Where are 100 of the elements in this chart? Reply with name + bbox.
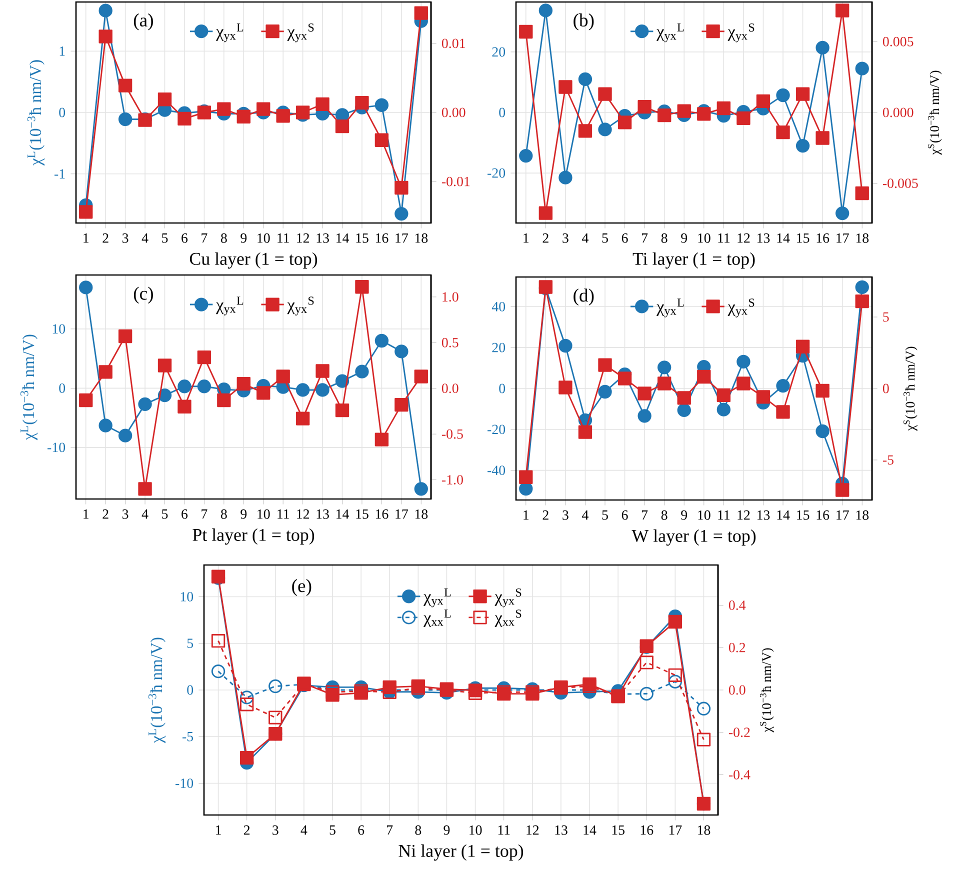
point bbox=[394, 344, 408, 358]
x-tick-label: 14 bbox=[336, 233, 350, 243]
point bbox=[211, 634, 226, 648]
point bbox=[414, 482, 428, 496]
x-tick-label: 9 bbox=[681, 510, 688, 520]
x-tick-label: 16 bbox=[816, 510, 830, 520]
y2-tick-label: 5 bbox=[883, 312, 889, 322]
point bbox=[138, 482, 152, 496]
x-axis-title: Cu layer (1 = top) bbox=[190, 252, 318, 269]
point bbox=[796, 138, 810, 153]
x-tick-label: 7 bbox=[202, 509, 208, 519]
point bbox=[178, 112, 192, 126]
point bbox=[394, 206, 408, 221]
point bbox=[211, 664, 226, 678]
point bbox=[855, 294, 869, 308]
x-tick-label: 6 bbox=[182, 509, 188, 519]
point bbox=[276, 109, 290, 123]
x-tick-label: 3 bbox=[122, 233, 128, 243]
x-tick-label: 12 bbox=[738, 233, 750, 243]
legend-label: χ$_{yx}$L bbox=[656, 23, 684, 42]
y-tick-label: -20 bbox=[488, 168, 506, 178]
y-tick-label: 40 bbox=[492, 302, 506, 312]
x-tick-label: 17 bbox=[396, 233, 408, 243]
point bbox=[677, 104, 691, 118]
y2-tick-label: 0.5 bbox=[442, 338, 458, 348]
point bbox=[677, 403, 691, 418]
point bbox=[558, 170, 572, 184]
point bbox=[716, 388, 731, 402]
y-tick-label: 0 bbox=[187, 685, 194, 695]
annotation: (b) bbox=[574, 13, 594, 30]
point bbox=[776, 125, 790, 140]
y2-tick-label: -0.4 bbox=[728, 770, 750, 780]
point bbox=[79, 393, 93, 408]
y-tick-label: -10 bbox=[48, 442, 66, 452]
x-tick-label: 6 bbox=[622, 510, 628, 520]
x-tick-label: 13 bbox=[316, 509, 329, 519]
y2-tick-label: -5 bbox=[882, 455, 894, 465]
y2-tick-label: 0.0 bbox=[442, 384, 458, 394]
legend-label: χ$_{yx}$S bbox=[728, 298, 754, 318]
point bbox=[855, 186, 869, 200]
point bbox=[538, 206, 553, 220]
x-tick-label: 12 bbox=[297, 509, 310, 519]
x-tick-label: 17 bbox=[396, 509, 408, 519]
point bbox=[668, 668, 682, 682]
x-tick-label: 9 bbox=[444, 825, 450, 835]
point bbox=[236, 376, 250, 391]
point bbox=[197, 380, 212, 394]
point bbox=[736, 354, 750, 369]
point bbox=[394, 398, 408, 412]
point bbox=[658, 108, 672, 122]
x-tick-label: 18 bbox=[698, 825, 710, 835]
point bbox=[816, 40, 830, 55]
y-tick-label: 20 bbox=[492, 342, 506, 352]
point bbox=[519, 470, 533, 484]
y-tick-label: 0 bbox=[499, 384, 506, 394]
x-tick-label: 4 bbox=[300, 825, 308, 835]
point bbox=[796, 87, 810, 101]
point bbox=[756, 94, 770, 108]
point bbox=[558, 80, 572, 94]
x-axis-title: Pt layer (1 = top) bbox=[192, 528, 314, 545]
point bbox=[178, 400, 192, 414]
y2-tick-label: -0.01 bbox=[442, 176, 470, 186]
x-tick-label: 15 bbox=[356, 509, 368, 519]
x-tick-label: 17 bbox=[669, 825, 682, 835]
x-tick-label: 2 bbox=[542, 233, 548, 243]
point bbox=[217, 102, 231, 116]
x-tick-label: 18 bbox=[415, 509, 428, 519]
y-tick-label: 10 bbox=[180, 592, 194, 602]
x-tick-label: 12 bbox=[738, 510, 750, 520]
annotation: (d) bbox=[574, 288, 594, 306]
legend-label: χ$_{yx}$S bbox=[287, 296, 314, 316]
x-tick-label: 1 bbox=[216, 825, 221, 835]
point bbox=[158, 358, 172, 372]
legend-label: χ$_{xx}$L bbox=[424, 610, 451, 627]
y2-tick-label: 0.005 bbox=[882, 36, 914, 46]
x-tick-label: 2 bbox=[102, 509, 108, 519]
legend-label: χ$_{yx}$S bbox=[287, 23, 314, 42]
x-tick-label: 11 bbox=[278, 233, 289, 243]
x-tick-label: 1 bbox=[524, 233, 529, 243]
point bbox=[296, 106, 310, 120]
legend-label: χ$_{xx}$S bbox=[494, 610, 522, 628]
y-tick-label: 0 bbox=[59, 108, 66, 118]
x-axis-title: Ti layer (1 = top) bbox=[632, 252, 755, 269]
point bbox=[816, 131, 830, 145]
x-tick-label: 16 bbox=[640, 825, 654, 835]
point bbox=[374, 98, 389, 112]
point bbox=[855, 280, 869, 294]
x-tick-label: 9 bbox=[681, 233, 688, 243]
x-tick-label: 15 bbox=[356, 233, 368, 243]
point bbox=[98, 30, 112, 44]
y2-tick-label: 0.000 bbox=[882, 108, 914, 118]
x-tick-label: 2 bbox=[542, 510, 548, 520]
point bbox=[296, 383, 310, 397]
y2-tick-label: 0.00 bbox=[442, 108, 466, 118]
x-tick-label: 9 bbox=[240, 509, 247, 519]
x-tick-label: 17 bbox=[836, 510, 849, 520]
y2-axis-title: χ$^{S}$(10$^{−3}$ħ nm/V) bbox=[928, 70, 942, 155]
x-tick-label: 15 bbox=[797, 510, 810, 520]
point bbox=[197, 350, 212, 364]
x-tick-label: 8 bbox=[220, 233, 227, 243]
